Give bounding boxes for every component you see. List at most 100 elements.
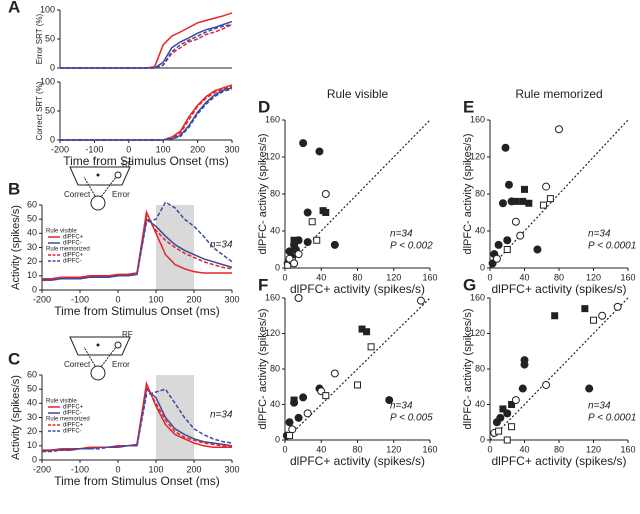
y-axis-label: Activity (spikes/s) — [10, 375, 22, 460]
point — [533, 245, 542, 254]
trace — [60, 85, 233, 141]
point — [322, 209, 330, 216]
y-tick-label: 120 — [470, 151, 485, 161]
y-tick-label: 40 — [27, 398, 37, 408]
point — [294, 413, 303, 422]
n-annotation: n=34 — [390, 401, 413, 412]
point — [290, 236, 298, 244]
point — [290, 396, 298, 404]
point — [294, 294, 303, 302]
point — [416, 296, 425, 305]
point — [512, 197, 520, 205]
point — [551, 312, 559, 320]
x-tick-label: 200 — [186, 464, 201, 474]
y-tick-label: 0 — [50, 134, 55, 144]
x-tick-label: 0 — [115, 464, 120, 474]
unity-line — [284, 119, 431, 269]
p-annotation: P < 0.0001 — [588, 241, 636, 252]
x-tick-label: -200 — [33, 464, 51, 474]
point — [539, 201, 547, 209]
y-tick-label: 50 — [45, 33, 55, 43]
p-annotation: P < 0.0001 — [588, 413, 636, 424]
y-tick-label: 30 — [27, 412, 37, 422]
point — [581, 305, 589, 313]
y-tick-label: 20 — [27, 426, 37, 436]
panel-title: Rule visible — [327, 87, 389, 101]
trace — [42, 201, 233, 281]
legend-title: Rule visible — [46, 229, 77, 235]
x-axis-label: dlPFC+ activity (spikes/s) — [491, 282, 626, 296]
y-tick-label: 10 — [27, 270, 37, 280]
point — [503, 236, 512, 245]
trace — [60, 12, 233, 69]
inset-diagram: Correct Error RF — [64, 160, 133, 211]
y-tick-label: 60 — [27, 199, 37, 209]
x-axis-label: Time from Stimulus Onset (ms) — [54, 304, 220, 318]
x-tick-label: 0 — [487, 444, 492, 454]
panel-letter: A — [8, 0, 20, 16]
y-tick-label: 80 — [270, 363, 280, 373]
y-axis-label: dlPFC- activity (spikes/s) — [462, 308, 474, 429]
panel-letter: F — [258, 275, 268, 294]
x-tick-label: 40 — [519, 444, 529, 454]
x-tick-label: 160 — [422, 272, 437, 282]
legend-title: Rule memorized — [46, 247, 90, 253]
x-tick-label: 80 — [352, 272, 362, 282]
legend-label: dlPFC+ — [63, 235, 84, 241]
y-tick-label: 50 — [27, 214, 37, 224]
x-tick-label: 100 — [148, 294, 163, 304]
point — [525, 199, 533, 207]
point — [303, 409, 312, 418]
point — [504, 180, 513, 189]
x-tick-label: 160 — [620, 272, 635, 282]
point — [503, 246, 511, 253]
p-annotation: P < 0.005 — [390, 413, 433, 424]
point — [363, 328, 371, 336]
y-tick-label: 0 — [32, 454, 37, 464]
x-tick-label: 80 — [352, 444, 362, 454]
point — [503, 436, 511, 444]
point — [285, 254, 294, 263]
x-tick-label: 100 — [156, 144, 171, 154]
panel-letter: D — [258, 97, 270, 116]
point — [546, 195, 554, 203]
y-tick-label: 20 — [27, 256, 37, 266]
y-tick-label: 120 — [470, 328, 485, 338]
legend-label: dlPFC- — [63, 411, 82, 417]
y-tick-label: 0 — [275, 434, 280, 444]
inset-diagram: Correct Error RF — [64, 330, 133, 381]
point — [367, 343, 375, 351]
n-annotation: n=34 — [588, 229, 611, 240]
x-tick-label: -100 — [85, 144, 103, 154]
panel-letter: C — [8, 349, 20, 368]
y-tick-label: 0 — [480, 262, 485, 272]
x-tick-label: 300 — [224, 144, 239, 154]
x-tick-label: 0 — [126, 144, 131, 154]
y-tick-label: 50 — [27, 384, 37, 394]
y-axis-label: dlPFC- activity (spikes/s) — [257, 308, 269, 429]
y-tick-label: 160 — [470, 114, 485, 124]
y-axis-label: dlPFC- activity (spikes/s) — [257, 133, 269, 254]
y-tick-label: 80 — [270, 188, 280, 198]
point — [288, 425, 297, 434]
legend-label: dlPFC- — [63, 241, 82, 247]
point — [330, 240, 339, 249]
fixation — [96, 343, 100, 347]
y-tick-label: 160 — [265, 114, 280, 124]
point — [290, 259, 299, 268]
point — [511, 217, 520, 226]
x-tick-label: 300 — [224, 464, 239, 474]
point — [492, 254, 501, 263]
x-tick-label: 0 — [115, 294, 120, 304]
panel-title: Rule memorized — [515, 87, 602, 101]
point — [492, 418, 501, 427]
y-tick-label: 100 — [40, 4, 55, 14]
trace — [60, 23, 233, 69]
x-tick-label: 80 — [554, 444, 564, 454]
legend-label: dlPFC+ — [63, 253, 84, 259]
screen — [69, 166, 131, 186]
x-tick-label: -200 — [33, 294, 51, 304]
point — [285, 418, 294, 427]
inset-label: Correct — [64, 190, 91, 199]
trace — [60, 84, 233, 141]
